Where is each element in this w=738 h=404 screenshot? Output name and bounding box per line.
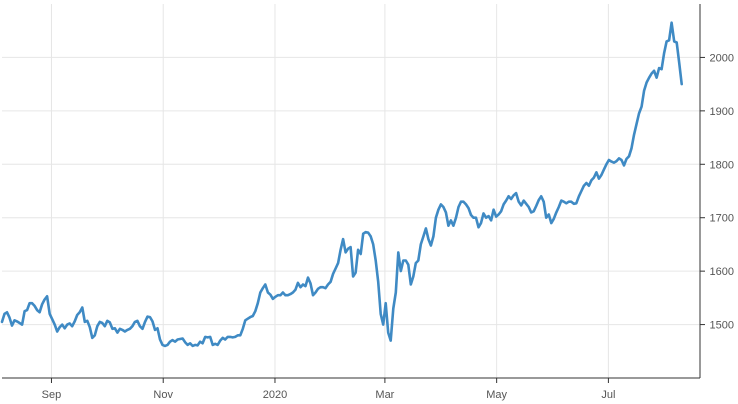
y-tick-label: 2000 — [710, 52, 734, 64]
y-tick-label: 1500 — [710, 320, 734, 332]
price-series-line — [0, 21, 684, 348]
x-tick-label: Nov — [153, 389, 173, 401]
y-tick-label: 1900 — [710, 106, 734, 118]
y-tick-label: 1800 — [710, 159, 734, 171]
y-tick-label: 1700 — [710, 213, 734, 225]
x-tick-label: Sep — [42, 389, 62, 401]
series-layer — [0, 21, 684, 348]
axes — [2, 4, 705, 383]
y-tick-label: 1600 — [710, 266, 734, 278]
x-tick-label: May — [486, 389, 507, 401]
tick-labels: Sep Nov 2020 Mar May Jul 1500 1600 1700 1800 1900 2… — [42, 52, 734, 401]
x-tick-label: 2020 — [263, 389, 287, 401]
gridlines — [2, 4, 700, 378]
x-tick-label: Jul — [601, 389, 615, 401]
x-tick-label: Mar — [375, 389, 394, 401]
